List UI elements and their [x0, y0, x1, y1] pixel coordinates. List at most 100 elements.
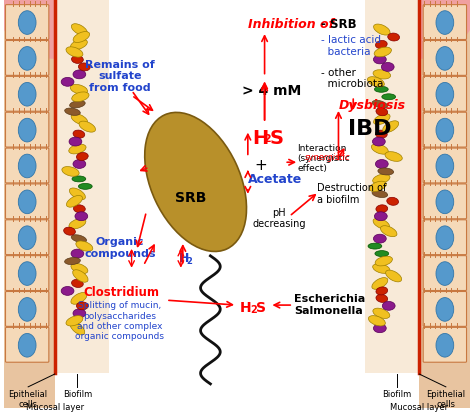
FancyBboxPatch shape	[423, 256, 466, 291]
Ellipse shape	[386, 271, 401, 282]
FancyBboxPatch shape	[423, 328, 466, 362]
Text: Organic
compounds: Organic compounds	[84, 237, 155, 258]
Ellipse shape	[381, 63, 394, 72]
Ellipse shape	[387, 198, 399, 206]
Ellipse shape	[385, 152, 402, 162]
Ellipse shape	[436, 12, 454, 35]
Ellipse shape	[72, 56, 83, 64]
Text: S: S	[255, 300, 266, 314]
Ellipse shape	[18, 12, 36, 35]
Text: SRB: SRB	[175, 190, 206, 204]
Ellipse shape	[18, 47, 36, 71]
Ellipse shape	[374, 25, 390, 36]
Ellipse shape	[373, 175, 390, 184]
FancyBboxPatch shape	[423, 185, 466, 219]
Ellipse shape	[374, 235, 386, 244]
Ellipse shape	[75, 212, 88, 221]
Text: Acetate: Acetate	[248, 173, 302, 185]
FancyBboxPatch shape	[423, 220, 466, 255]
Ellipse shape	[436, 190, 454, 214]
Ellipse shape	[374, 324, 386, 333]
Text: - other
  microbiota: - other microbiota	[321, 67, 383, 89]
Ellipse shape	[73, 33, 90, 43]
Wedge shape	[0, 0, 55, 59]
Text: Mucosal layer: Mucosal layer	[26, 402, 84, 411]
Ellipse shape	[368, 244, 382, 249]
Ellipse shape	[18, 83, 36, 107]
Ellipse shape	[371, 145, 388, 155]
Ellipse shape	[373, 138, 385, 147]
FancyBboxPatch shape	[6, 185, 49, 219]
Ellipse shape	[62, 167, 79, 177]
Text: 2: 2	[264, 133, 271, 143]
Ellipse shape	[69, 188, 85, 200]
Ellipse shape	[71, 264, 88, 274]
Text: Dysbiosis: Dysbiosis	[338, 99, 406, 112]
Ellipse shape	[374, 87, 388, 93]
Ellipse shape	[64, 258, 80, 265]
Ellipse shape	[376, 205, 388, 213]
Text: Biofilm: Biofilm	[382, 389, 411, 398]
FancyBboxPatch shape	[6, 149, 49, 183]
Ellipse shape	[69, 219, 86, 229]
Text: H: H	[252, 128, 268, 147]
Ellipse shape	[61, 287, 74, 296]
Ellipse shape	[436, 83, 454, 107]
Ellipse shape	[436, 47, 454, 71]
FancyBboxPatch shape	[423, 41, 466, 76]
Bar	[365, 1, 419, 373]
Ellipse shape	[69, 138, 82, 147]
Bar	[55, 1, 109, 373]
Text: > 4 mM: > 4 mM	[242, 84, 301, 98]
Ellipse shape	[375, 41, 387, 50]
Ellipse shape	[382, 95, 396, 100]
FancyBboxPatch shape	[6, 220, 49, 255]
Ellipse shape	[71, 293, 87, 304]
Ellipse shape	[378, 169, 393, 176]
Ellipse shape	[436, 262, 454, 286]
Ellipse shape	[388, 34, 400, 42]
Ellipse shape	[375, 160, 388, 169]
Ellipse shape	[71, 114, 88, 126]
Text: Interaction
(synergistic
effect): Interaction (synergistic effect)	[297, 143, 350, 173]
FancyBboxPatch shape	[6, 6, 49, 40]
Text: Splitting of mucin,
polysaccharides
and other complex
organic compounds: Splitting of mucin, polysaccharides and …	[75, 300, 164, 341]
Text: Destruction of
a biofilm: Destruction of a biofilm	[317, 183, 386, 204]
Ellipse shape	[373, 264, 390, 274]
Text: pH
decreasing: pH decreasing	[253, 207, 306, 229]
Ellipse shape	[372, 278, 388, 290]
Ellipse shape	[372, 101, 388, 109]
Ellipse shape	[375, 131, 387, 139]
Ellipse shape	[381, 226, 397, 237]
Ellipse shape	[76, 241, 93, 252]
Text: - lactic acid
  bacteria: - lactic acid bacteria	[321, 35, 381, 57]
Ellipse shape	[69, 145, 86, 154]
Ellipse shape	[372, 191, 388, 198]
Ellipse shape	[373, 219, 390, 230]
Ellipse shape	[374, 114, 390, 126]
Text: Inhibition of: Inhibition of	[248, 19, 334, 31]
Bar	[419, 1, 471, 408]
Ellipse shape	[72, 93, 89, 102]
Wedge shape	[419, 0, 474, 59]
Ellipse shape	[73, 131, 85, 139]
FancyBboxPatch shape	[6, 41, 49, 76]
Ellipse shape	[73, 309, 86, 318]
Ellipse shape	[145, 113, 246, 252]
Ellipse shape	[383, 121, 399, 133]
Ellipse shape	[64, 228, 75, 236]
Ellipse shape	[70, 101, 85, 109]
Ellipse shape	[374, 56, 386, 65]
Ellipse shape	[383, 301, 395, 311]
Ellipse shape	[18, 226, 36, 250]
Ellipse shape	[66, 196, 82, 208]
Text: S: S	[270, 128, 283, 147]
Ellipse shape	[18, 298, 36, 321]
Ellipse shape	[66, 47, 83, 58]
Ellipse shape	[375, 256, 392, 266]
Ellipse shape	[18, 190, 36, 214]
Ellipse shape	[73, 205, 85, 213]
Ellipse shape	[70, 85, 88, 95]
Ellipse shape	[436, 119, 454, 142]
Ellipse shape	[436, 334, 454, 357]
